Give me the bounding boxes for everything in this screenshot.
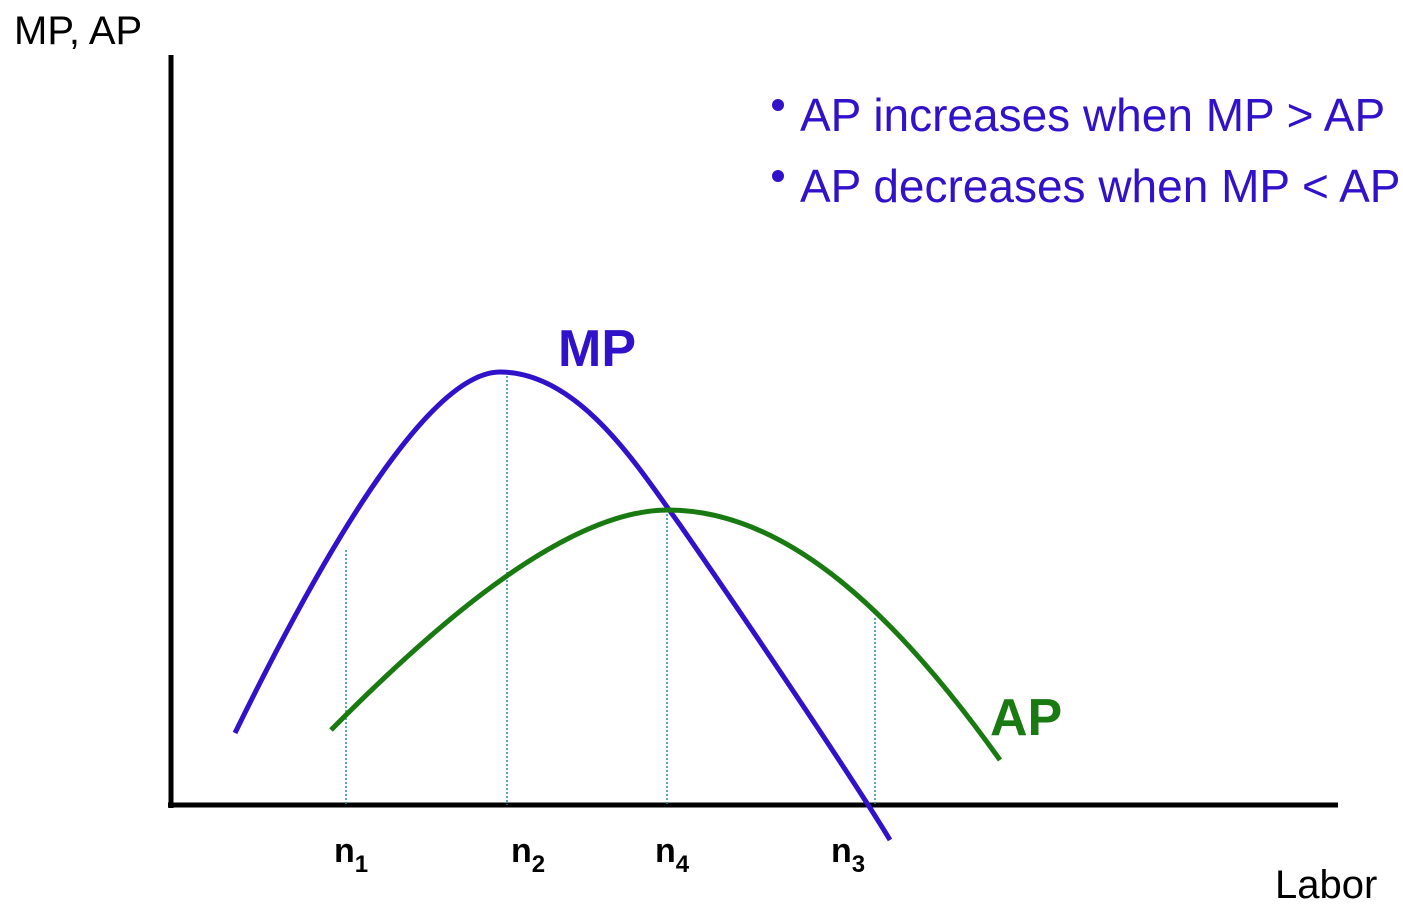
point-sub: 2 [532,851,545,878]
point-base: n [831,832,852,870]
point-label: n2 [511,832,545,878]
guides [345,372,876,805]
point-sub: 3 [852,851,865,878]
y-axis-label: MP, AP [14,9,142,53]
ap-curve [329,507,1003,762]
point-base: n [334,832,355,870]
point-label: n4 [655,832,690,878]
point-sub: 4 [676,851,690,878]
ap-label: AP [990,689,1062,747]
point-base: n [655,832,676,870]
bullet [772,99,784,111]
point-base: n [511,832,532,870]
point-label: n1 [334,832,368,878]
note: AP increases when MP > AP [800,89,1385,141]
labor-points: n1 n2 n4 n3 [334,832,865,878]
mp-label: MP [558,320,636,378]
point-sub: 1 [355,851,368,878]
bullet [772,170,784,182]
point-label: n3 [831,832,865,878]
note: AP decreases when MP < AP [800,160,1401,212]
x-axis-label: Labor [1275,863,1377,904]
mp-curve [232,369,893,842]
